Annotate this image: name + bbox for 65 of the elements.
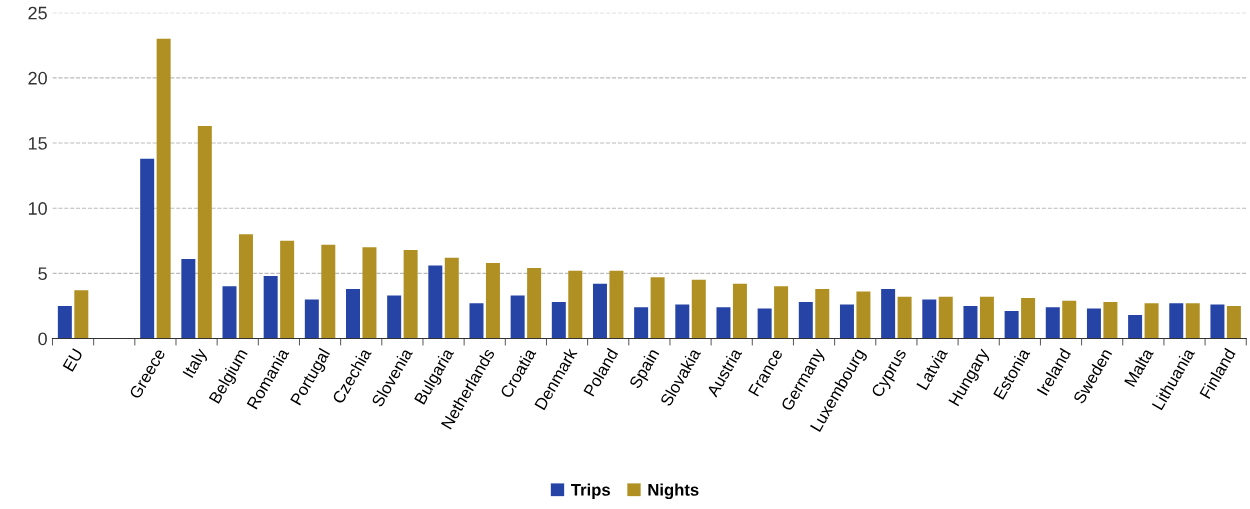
bar [691,279,706,339]
bar [387,295,402,339]
y-tick-label: 5 [38,267,47,281]
bar [1021,298,1036,339]
bar [1144,303,1159,339]
bar [527,268,542,339]
bar [1004,311,1019,339]
bar [1226,305,1241,339]
bar [551,302,566,339]
bar [716,307,731,339]
bar [1062,300,1077,339]
bar [1185,303,1200,339]
bar [634,307,649,339]
bar [963,305,978,339]
bar [881,288,896,339]
bar [346,288,360,339]
y-tick-label: 25 [28,6,47,20]
bar [485,262,500,339]
bar [510,295,525,339]
bar [922,299,937,339]
bar [197,126,212,339]
bar [774,286,789,339]
bar [675,304,690,339]
bar [798,302,813,339]
bar [732,283,747,339]
bar [839,304,854,339]
bar [856,291,871,339]
bar [897,296,912,339]
y-tick-label: 0 [38,332,47,346]
bar [1045,307,1060,339]
bar [609,270,624,339]
y-tick-label: 20 [28,71,47,85]
bar [650,277,665,339]
legend-label: Trips [571,483,610,500]
bar [280,240,295,339]
bar [757,308,772,339]
bar [263,275,278,339]
bar [57,305,72,339]
bar [979,296,994,339]
x-tick-label: EU [62,348,84,372]
bar [362,247,377,339]
bar [222,286,237,339]
y-tick-label: 15 [28,137,47,150]
bar [815,288,830,339]
bar [469,303,484,339]
bar [74,290,89,339]
bar [938,296,953,339]
bar [140,158,155,339]
bar [1169,303,1184,339]
bar [321,244,336,339]
bar [444,257,459,339]
y-tick-label: 10 [28,202,47,215]
bar [568,270,583,339]
bar [181,259,196,339]
bar [238,234,253,339]
bar [592,283,607,339]
bar [1128,315,1143,339]
legend-label: Nights [648,483,699,500]
bar [304,299,319,339]
bar [428,265,443,339]
bar [403,249,418,339]
bar [1103,302,1118,339]
bar [1210,304,1225,339]
bar [1086,308,1101,339]
bar [156,38,171,339]
